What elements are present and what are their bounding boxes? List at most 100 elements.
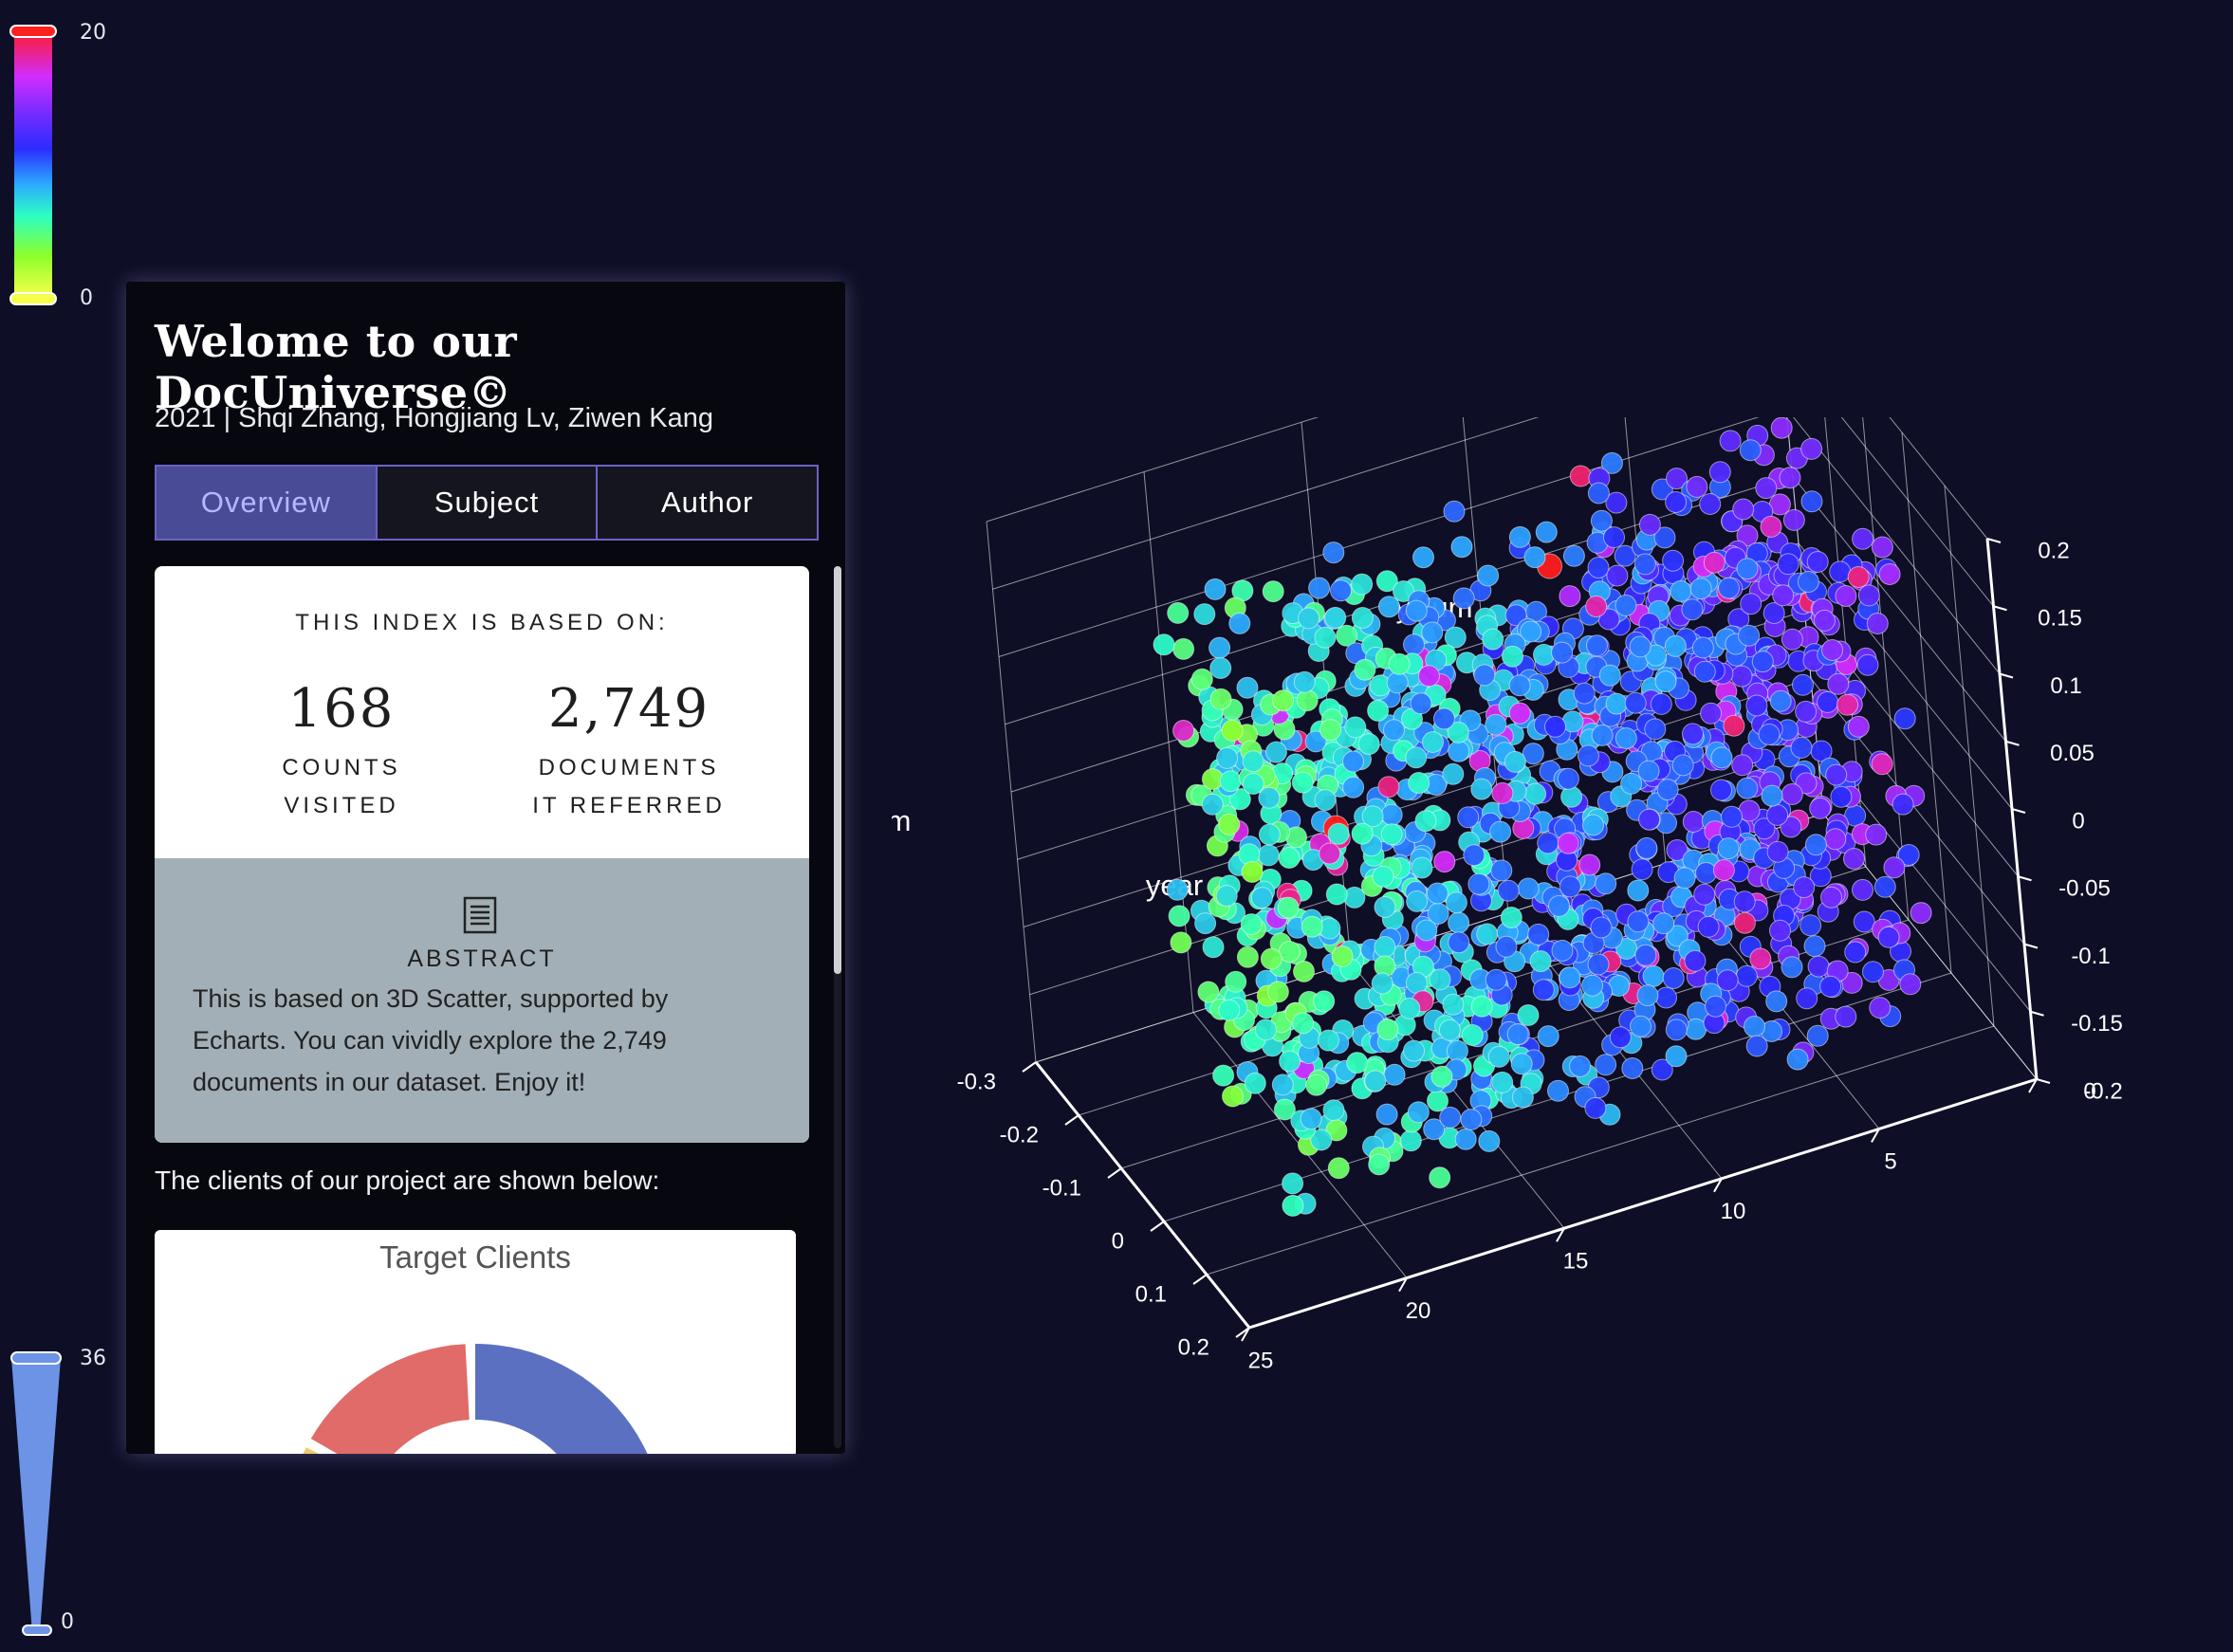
scatter-point (1452, 587, 1475, 610)
scatter-point (1228, 612, 1251, 634)
scatter-point (1460, 1109, 1483, 1130)
scatter-point (1532, 979, 1555, 1001)
scatter-point (1218, 999, 1241, 1021)
scatter-point (1215, 885, 1238, 908)
scatter-point (1857, 584, 1880, 607)
y-tick-label: 0.2 (2038, 538, 2069, 563)
tab-author[interactable]: Author (598, 467, 818, 539)
scatter-point (1415, 919, 1438, 942)
panel-scrollbar-thumb[interactable] (834, 566, 841, 974)
scatter-point (1684, 949, 1707, 972)
scatter-point (1795, 700, 1818, 723)
y-tick (2030, 1010, 2044, 1017)
scatter-point (1899, 973, 1922, 996)
scatter-point (1313, 990, 1336, 1013)
scatter-point (1793, 876, 1816, 899)
scatter-point (1296, 689, 1319, 712)
scatter-point (1671, 754, 1694, 777)
scatter-point (1731, 754, 1754, 777)
tab-overview[interactable]: Overview (157, 467, 378, 539)
scatter-point (1450, 536, 1473, 559)
scatter-point (1586, 634, 1608, 657)
donut-slice-1[interactable] (310, 1344, 470, 1454)
scatter-point (1777, 553, 1799, 576)
visual-map-size[interactable]: 36 0 (0, 1328, 123, 1637)
scatter-point (1739, 439, 1762, 462)
scatter-point (1615, 594, 1637, 616)
scatter-point (1590, 916, 1613, 939)
tab-subject[interactable]: Subject (377, 467, 599, 539)
scatter-point (1301, 915, 1323, 938)
scatter-point (1351, 573, 1374, 596)
scatter-point (1587, 557, 1610, 578)
panel-scrollbar[interactable] (834, 566, 841, 1448)
scatter-point (1212, 1064, 1235, 1087)
scatter-point (1705, 995, 1726, 1018)
grid-line (1889, 417, 1988, 540)
scatter-point (1236, 676, 1259, 699)
scatter-point (1383, 719, 1405, 742)
grid-line (998, 417, 1760, 657)
scatter-point (1380, 803, 1403, 826)
scatter-point (1893, 707, 1916, 730)
scatter-point (1236, 945, 1259, 968)
scatter-point (1877, 926, 1900, 948)
scatter-point (1371, 972, 1393, 995)
scatter-point (1375, 570, 1398, 593)
scatter-point (1804, 834, 1827, 856)
scatter-point (1537, 832, 1559, 854)
scatter-point (1319, 842, 1341, 865)
scatter-point (1403, 633, 1425, 656)
scatter-point (1559, 966, 1581, 989)
stat-label-line2: VISITED (284, 793, 399, 818)
scatter-point (1527, 923, 1550, 945)
scatter-point (1578, 854, 1601, 876)
scatter-point (1664, 634, 1687, 657)
info-panel: Welome to our DocUniverse© 2021 | Shqi Z… (126, 282, 845, 1454)
scatter-point (1587, 482, 1610, 505)
donut-slice-0[interactable] (475, 1344, 665, 1454)
year-tick-label: 25 (1248, 1348, 1274, 1373)
scatter-point (1375, 1103, 1398, 1126)
visual-map-color[interactable]: 20 0 (0, 0, 114, 313)
scatter-point (1258, 786, 1281, 809)
scatter-point (1497, 879, 1520, 902)
grid-line (992, 417, 1540, 590)
scatter-point (1708, 461, 1731, 484)
scatter-point (1548, 894, 1570, 917)
scatter-point (1447, 721, 1469, 743)
scatter-point (1559, 875, 1581, 898)
scatter-point (1473, 664, 1496, 687)
scatter-point (1439, 1106, 1462, 1129)
scatter-point (1653, 526, 1676, 549)
scatter-point (1216, 746, 1239, 769)
scatter-point (1635, 836, 1658, 859)
scatter-point (1491, 781, 1514, 804)
scatter-point (1629, 635, 1652, 658)
scatter-point (1506, 1023, 1529, 1046)
scatter-point (1852, 878, 1873, 901)
visual-map-color-top-handle[interactable] (9, 25, 57, 38)
scatter-point (1508, 525, 1531, 548)
donut-slice-2[interactable] (286, 1447, 374, 1454)
scatter-point (1695, 862, 1717, 884)
scatter-point (1551, 939, 1574, 962)
scatter-point (1508, 702, 1531, 725)
scatter-point (1665, 491, 1688, 513)
page-subtitle: 2021 | Shqi Zhang, Hongjiang Lv, Ziwen K… (155, 403, 713, 433)
y-tick (1993, 605, 2007, 612)
scatter-point (1377, 776, 1400, 798)
scatter-point (1766, 804, 1789, 826)
scatter-point (1590, 509, 1613, 532)
scatter-point (1361, 805, 1384, 828)
scatter-point (1308, 577, 1331, 599)
scatter-point (1587, 953, 1610, 976)
scatter-3d-chart[interactable]: -0.3 -0.2 -0.1 0 0.1 0.2 5 10 15 20 25 -0.2 -0.15 -0.… (892, 417, 2125, 1460)
scatter-point (1717, 837, 1740, 860)
scatter-point (1470, 778, 1493, 800)
scatter-point (1405, 746, 1428, 769)
visual-map-color-bottom-handle[interactable] (9, 292, 57, 305)
scatter-point (1719, 430, 1742, 452)
scatter-point (1457, 806, 1480, 829)
scatter-point (1445, 891, 1467, 914)
